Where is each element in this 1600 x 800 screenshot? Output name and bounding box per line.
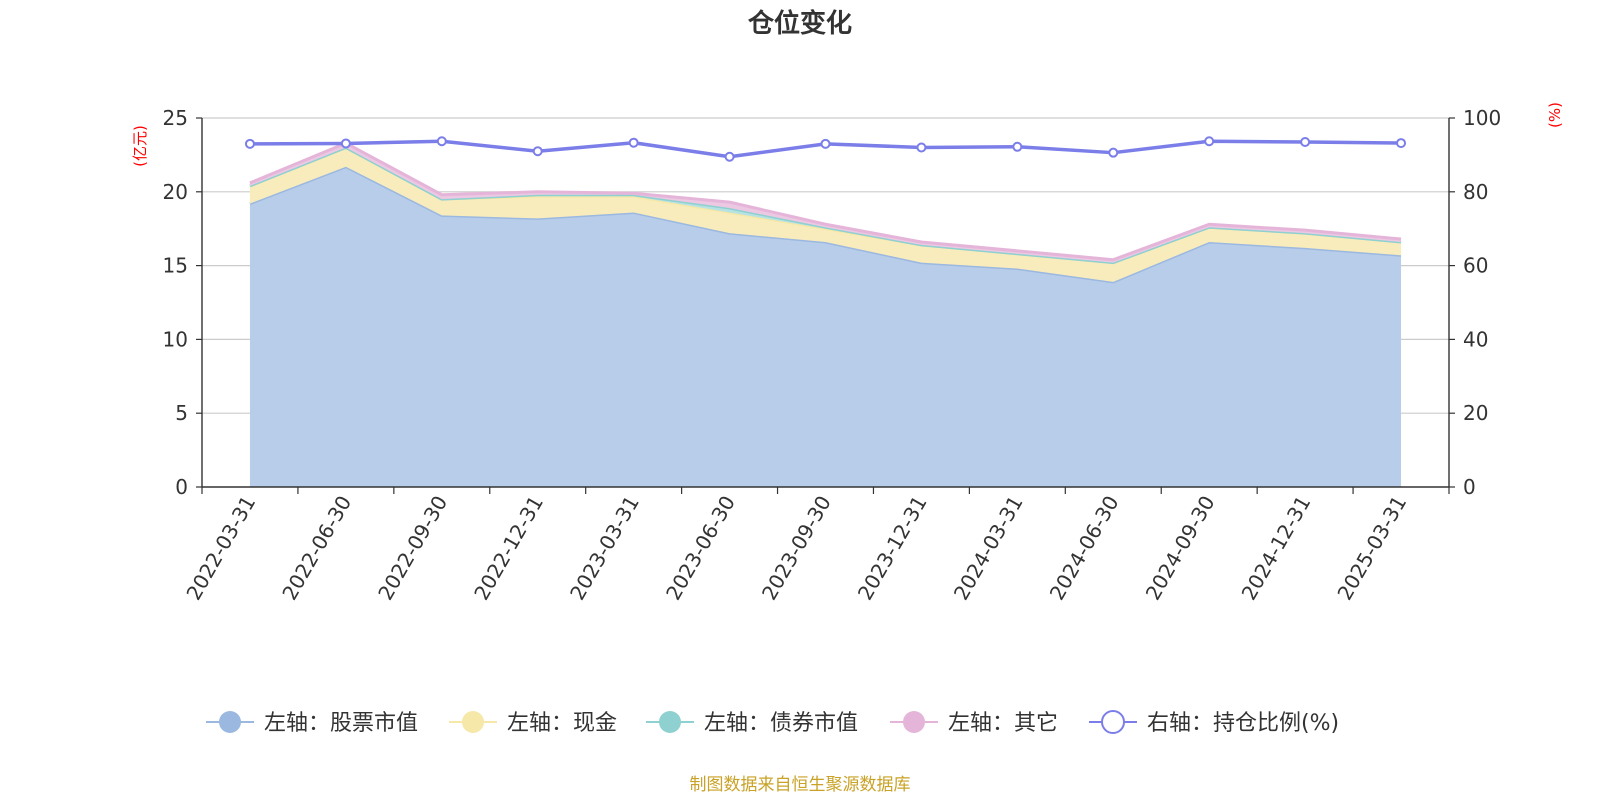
legend-item: 左轴：股票市值 xyxy=(206,711,418,736)
legend-item: 右轴：持仓比例(%) xyxy=(1089,710,1339,736)
legend-marker xyxy=(903,711,925,733)
x-tick-label: 2024-06-30 xyxy=(1045,492,1124,605)
x-tick-label: 2022-03-31 xyxy=(181,492,260,605)
chart-title: 仓位变化 xyxy=(747,8,852,39)
x-tick-label: 2024-03-31 xyxy=(949,492,1028,605)
x-tick-label: 2023-12-31 xyxy=(853,492,932,605)
legend-item: 左轴：其它 xyxy=(890,711,1058,736)
legend-item: 左轴：债券市值 xyxy=(646,711,858,736)
x-tick-label: 2023-06-30 xyxy=(661,492,740,605)
left-tick-label: 0 xyxy=(175,475,188,499)
holding-ratio-point xyxy=(532,146,543,157)
legend-marker xyxy=(219,711,241,733)
right-tick-label: 20 xyxy=(1463,401,1488,425)
left-tick-label: 15 xyxy=(163,254,188,278)
x-tick-label: 2025-03-31 xyxy=(1332,492,1411,605)
holding-ratio-point xyxy=(340,138,351,149)
legend-label: 左轴：债券市值 xyxy=(704,711,858,736)
legend-marker xyxy=(462,711,484,733)
right-tick-label: 40 xyxy=(1463,327,1488,351)
area-左轴：现金 xyxy=(249,147,1402,282)
left-tick-label: 10 xyxy=(163,327,188,351)
data-source-note: 制图数据来自恒生聚源数据库 xyxy=(690,775,911,795)
right-tick-label: 80 xyxy=(1463,180,1488,204)
legend-label: 左轴：现金 xyxy=(507,711,617,736)
line-layer xyxy=(244,136,1407,162)
x-tick-label: 2023-09-30 xyxy=(757,492,836,605)
area-layer xyxy=(249,141,1402,487)
x-tick-label: 2022-12-31 xyxy=(469,492,548,605)
left-axis-unit: (亿元) xyxy=(131,125,149,167)
legend-label: 左轴：其它 xyxy=(948,711,1058,736)
legend: 左轴：股票市值 左轴：现金 左轴：债券市值 左轴：其它 右轴：持仓比例(%) xyxy=(206,710,1339,736)
x-tick-label: 2023-03-31 xyxy=(565,492,644,605)
x-tick-label: 2022-06-30 xyxy=(277,492,356,605)
holding-ratio-point xyxy=(916,142,927,153)
x-tick-label: 2022-09-30 xyxy=(373,492,452,605)
holding-ratio-point xyxy=(628,137,639,148)
legend-label: 左轴：股票市值 xyxy=(264,711,418,736)
holding-ratio-point xyxy=(1204,136,1215,147)
x-tick-label: 2024-12-31 xyxy=(1237,492,1316,605)
area-edge xyxy=(249,141,1402,262)
left-tick-label: 20 xyxy=(163,180,188,204)
holding-ratio-point xyxy=(820,138,831,149)
left-tick-label: 25 xyxy=(163,106,188,130)
x-tick-label: 2024-09-30 xyxy=(1141,492,1220,605)
right-tick-label: 100 xyxy=(1463,106,1501,130)
legend-marker xyxy=(659,711,681,733)
holding-ratio-point xyxy=(1300,136,1311,147)
holding-ratio-point xyxy=(1396,138,1407,149)
area-左轴：股票市值 xyxy=(249,166,1402,487)
holding-ratio-point xyxy=(1012,141,1023,152)
legend-label: 右轴：持仓比例(%) xyxy=(1147,711,1339,736)
right-axis-unit: (%) xyxy=(1546,102,1564,128)
right-tick-label: 0 xyxy=(1463,475,1476,499)
holding-ratio-point xyxy=(436,136,447,147)
holding-ratio-point xyxy=(244,138,255,149)
right-tick-label: 60 xyxy=(1463,254,1488,278)
holding-ratio-point xyxy=(1108,147,1119,158)
left-tick-label: 5 xyxy=(175,401,188,425)
holding-ratio-point xyxy=(724,151,735,162)
legend-item: 左轴：现金 xyxy=(449,711,617,736)
legend-marker xyxy=(1101,710,1125,734)
